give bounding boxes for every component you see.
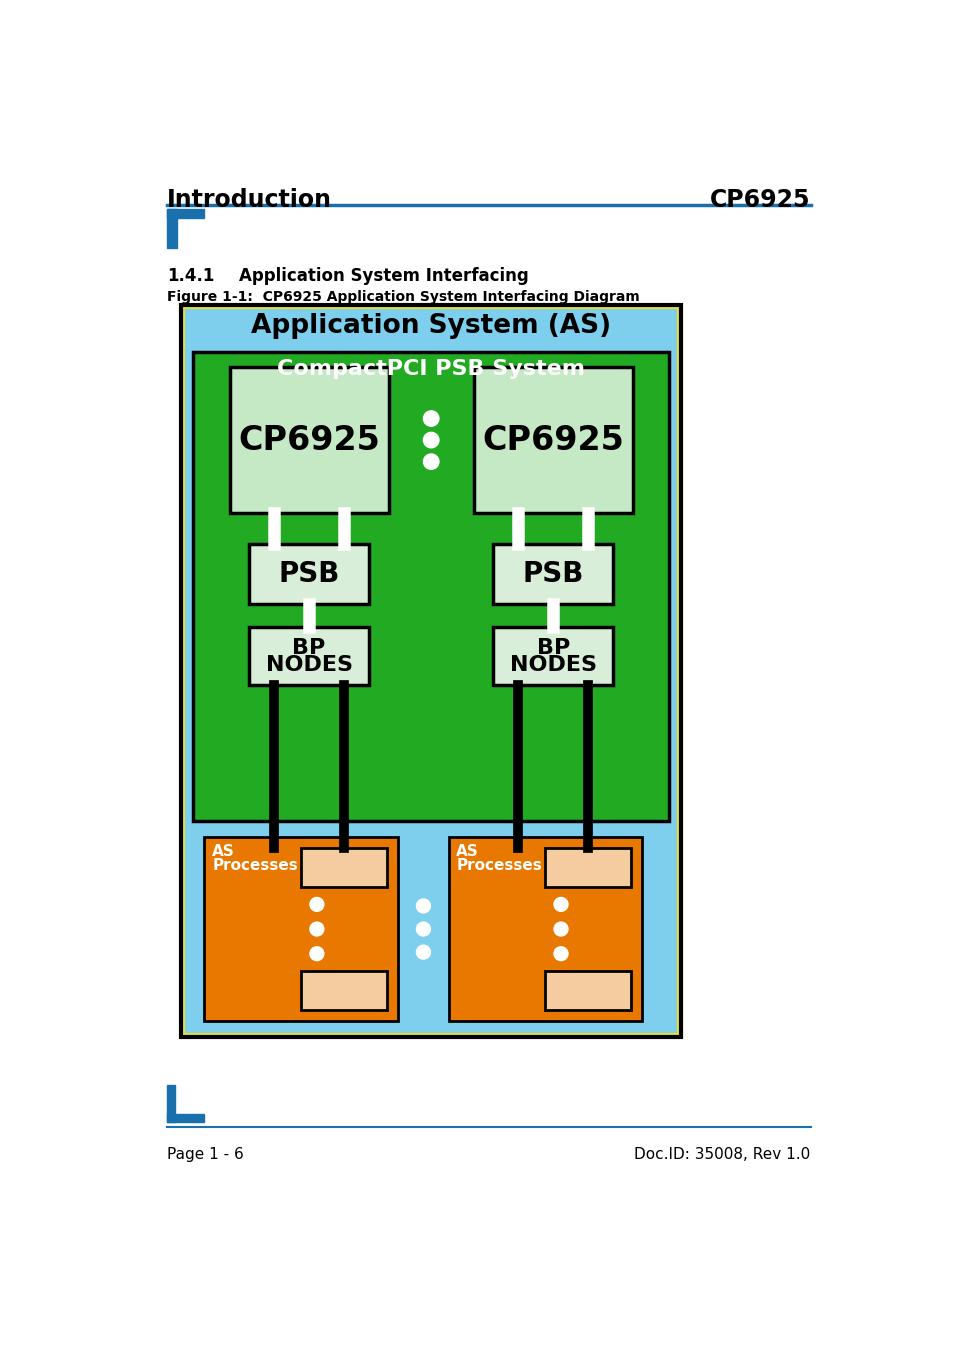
Circle shape <box>416 946 430 959</box>
Bar <box>493 627 613 685</box>
Text: NODES: NODES <box>265 655 353 676</box>
Text: Processes: Processes <box>212 858 297 873</box>
Bar <box>448 836 641 1021</box>
Text: Doc.ID: 35008, Rev 1.0: Doc.ID: 35008, Rev 1.0 <box>634 1147 810 1162</box>
Circle shape <box>310 897 323 912</box>
Circle shape <box>554 897 567 912</box>
Bar <box>301 848 386 886</box>
Bar <box>193 351 669 821</box>
Bar <box>249 544 369 604</box>
Text: PSB: PSB <box>278 561 339 588</box>
Text: BP: BP <box>536 639 569 658</box>
Circle shape <box>416 923 430 936</box>
Circle shape <box>554 947 567 961</box>
Text: CP6925: CP6925 <box>709 188 810 212</box>
Text: CP6925: CP6925 <box>238 424 379 457</box>
Text: Introduction: Introduction <box>167 188 332 212</box>
Bar <box>167 209 204 219</box>
Bar <box>545 971 630 1011</box>
Text: Application System Interfacing: Application System Interfacing <box>239 267 529 285</box>
Bar <box>167 1085 174 1121</box>
Bar <box>230 367 388 513</box>
Circle shape <box>310 947 323 961</box>
Circle shape <box>423 432 438 447</box>
Bar <box>249 627 369 685</box>
Circle shape <box>423 411 438 426</box>
Bar <box>474 367 632 513</box>
Bar <box>545 848 630 886</box>
Text: CP6925: CP6925 <box>482 424 623 457</box>
Bar <box>493 544 613 604</box>
Text: Page 1 - 6: Page 1 - 6 <box>167 1147 244 1162</box>
Circle shape <box>416 898 430 913</box>
Text: Application System (AS): Application System (AS) <box>251 313 611 339</box>
Bar <box>167 209 176 247</box>
Text: PSB: PSB <box>522 561 583 588</box>
Bar <box>301 971 386 1011</box>
Text: CompactPCI PSB System: CompactPCI PSB System <box>277 359 584 380</box>
Circle shape <box>554 923 567 936</box>
Text: 1.4.1: 1.4.1 <box>167 267 214 285</box>
Circle shape <box>423 454 438 469</box>
Text: Processes: Processes <box>456 858 541 873</box>
Circle shape <box>310 923 323 936</box>
Text: BP: BP <box>293 639 325 658</box>
Text: AS: AS <box>212 844 234 859</box>
Bar <box>185 309 677 1034</box>
Text: Figure 1-1:  CP6925 Application System Interfacing Diagram: Figure 1-1: CP6925 Application System In… <box>167 290 639 304</box>
Bar <box>204 836 397 1021</box>
Bar <box>167 1113 204 1121</box>
Bar <box>181 305 680 1036</box>
Text: NODES: NODES <box>509 655 597 676</box>
Text: AS: AS <box>456 844 478 859</box>
